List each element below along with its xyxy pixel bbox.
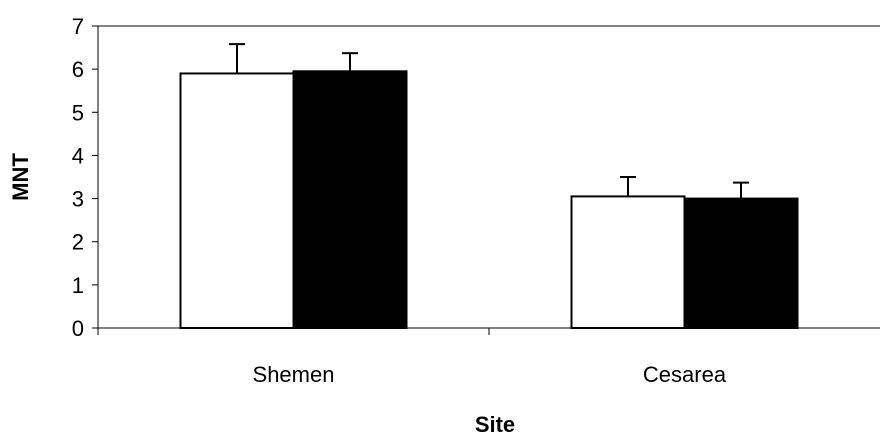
y-tick-label: 3 [72,187,84,212]
bar-cesarea-series-1 [570,195,686,329]
y-tick-label: 7 [72,14,84,39]
y-tick-labels: 0 1 2 3 4 5 6 7 [72,14,84,341]
x-category-labels: Shemen Cesarea [253,362,727,387]
y-tick-label: 6 [72,57,84,82]
bar-cesarea-series-2 [683,197,799,329]
axes-group [92,25,880,335]
y-tick-label: 4 [72,143,84,168]
bar-shemen-series-1 [179,72,295,330]
bars-group [179,70,799,330]
x-category-label: Shemen [253,362,335,387]
x-axis-title: Site [475,412,515,436]
x-category-label: Cesarea [643,362,727,387]
y-axis-title: MNT [8,153,33,201]
y-tick-label: 1 [72,273,84,298]
y-tick-label: 0 [72,316,84,341]
y-tick-label: 5 [72,100,84,125]
error-bars-group [229,43,749,199]
y-tick-label: 2 [72,230,84,255]
bar-shemen-series-2 [292,70,408,330]
